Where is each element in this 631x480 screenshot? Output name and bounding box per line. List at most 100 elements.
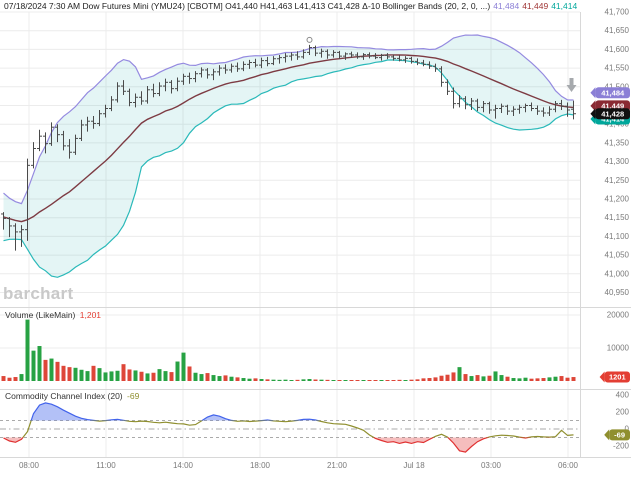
volume-bar xyxy=(541,378,546,381)
volume-bar xyxy=(193,372,198,381)
ohlc-bar xyxy=(289,52,294,61)
volume-bar xyxy=(571,377,576,381)
ohlc-bar xyxy=(175,77,180,92)
volume-bar xyxy=(43,359,48,381)
ohlc-bar xyxy=(319,48,324,58)
ohlc-bar xyxy=(61,130,66,151)
volume-bar xyxy=(397,379,402,381)
volume-bar xyxy=(319,379,324,381)
volume-bar xyxy=(547,377,552,381)
ohlc-bar xyxy=(463,96,468,110)
volume-bar xyxy=(469,376,474,381)
bollinger-upper-value: 41,484 xyxy=(493,1,520,11)
ohlc-bar xyxy=(127,88,132,107)
price-badge: 41,428 xyxy=(590,108,630,120)
volume-bar xyxy=(61,365,66,381)
ohlc-bar xyxy=(145,86,150,104)
volume-pane-value: 1,201 xyxy=(79,310,102,320)
ohlc-bar xyxy=(133,93,138,108)
volume-bar xyxy=(1,376,6,381)
axis-tick-label: 200 xyxy=(616,407,630,416)
barchart-watermark-logo: barchart xyxy=(3,284,74,303)
ohlc-bar xyxy=(301,49,306,59)
bollinger-middle-value: 41,449 xyxy=(522,1,549,11)
axis-tick-label: -200 xyxy=(613,442,630,451)
ohlc-bar xyxy=(109,96,114,112)
volume-bar xyxy=(85,371,90,381)
volume-bar xyxy=(493,371,498,381)
volume-bar xyxy=(403,380,408,381)
ohlc-bar xyxy=(547,106,552,116)
volume-bar xyxy=(37,346,42,381)
ohlc-bar xyxy=(373,53,378,60)
volume-bar xyxy=(205,373,210,381)
ohlc-bar xyxy=(385,53,390,60)
axis-tick-label: 20000 xyxy=(607,311,630,320)
volume-bar xyxy=(313,379,318,381)
volume-bar xyxy=(325,379,330,381)
axis-tick-label: 400 xyxy=(616,390,630,399)
ohlc-bar xyxy=(337,50,342,59)
ohlc-bar xyxy=(211,68,216,81)
volume-bar xyxy=(277,379,282,381)
ohlc-bar xyxy=(169,80,174,94)
ohlc-bar xyxy=(427,61,432,69)
pane-separators xyxy=(0,12,631,458)
ohlc-bar xyxy=(349,51,354,58)
volume-bar xyxy=(355,380,360,381)
volume-bar xyxy=(7,377,12,381)
cci-overbought-fill xyxy=(3,402,574,421)
volume-bar xyxy=(259,379,264,381)
cci-pane-title: Commodity Channel Index (20) xyxy=(5,391,123,401)
ohlc-bar xyxy=(253,58,258,68)
axis-tick-label: 41,000 xyxy=(605,269,630,278)
ohlc-bar xyxy=(121,80,126,96)
volume-bar xyxy=(481,376,486,381)
ohlc-bar xyxy=(217,65,222,76)
axis-tick-label: 41,650 xyxy=(605,26,630,35)
ohlc-bar xyxy=(559,99,564,110)
volume-bar xyxy=(409,379,414,381)
volume-bar xyxy=(535,378,540,381)
ohlc-bar xyxy=(421,59,426,67)
ohlc-bar xyxy=(415,58,420,66)
svg-text:41,428: 41,428 xyxy=(601,109,624,118)
volume-bar xyxy=(475,375,480,381)
price-badge: 41,484 xyxy=(590,87,630,99)
ohlc-bar xyxy=(187,72,192,84)
ohlc-bar xyxy=(379,53,384,61)
bollinger-lower-line xyxy=(3,59,574,278)
bollinger-middle-line xyxy=(3,54,574,223)
volume-bar xyxy=(151,372,156,381)
ohlc-bar xyxy=(91,115,96,129)
ohlc-bar xyxy=(469,98,474,110)
volume-bar xyxy=(505,376,510,381)
svg-text:-69: -69 xyxy=(614,430,625,439)
ohlc-bar xyxy=(397,55,402,62)
ohlc-bar xyxy=(565,102,570,117)
axis-tick-label: 11:00 xyxy=(96,461,116,470)
volume-bar xyxy=(301,379,306,381)
volume-bar xyxy=(463,374,468,381)
volume-bar xyxy=(229,376,234,381)
ohlc-bar xyxy=(25,158,30,241)
ohlc-bar xyxy=(199,67,204,78)
volume-bar xyxy=(19,374,24,381)
ohlc-bar xyxy=(1,212,6,230)
volume-bar xyxy=(217,376,222,381)
ohlc-bar xyxy=(157,82,162,97)
axis-tick-label: 41,150 xyxy=(605,213,630,222)
volume-bar xyxy=(211,375,216,381)
axis-tick-label: 41,500 xyxy=(605,82,630,91)
volume-bar xyxy=(127,369,132,381)
ohlc-bar xyxy=(181,73,186,85)
ohlc-bar xyxy=(37,129,42,152)
bollinger-lower-value: 41,414 xyxy=(551,1,578,11)
axis-tick-label: Jul 18 xyxy=(403,461,425,470)
volume-bar xyxy=(283,379,288,381)
volume-bar xyxy=(361,380,366,381)
ohlc-bar xyxy=(73,134,78,155)
ohlc-bar xyxy=(139,91,144,105)
ohlc-bar xyxy=(493,104,498,119)
